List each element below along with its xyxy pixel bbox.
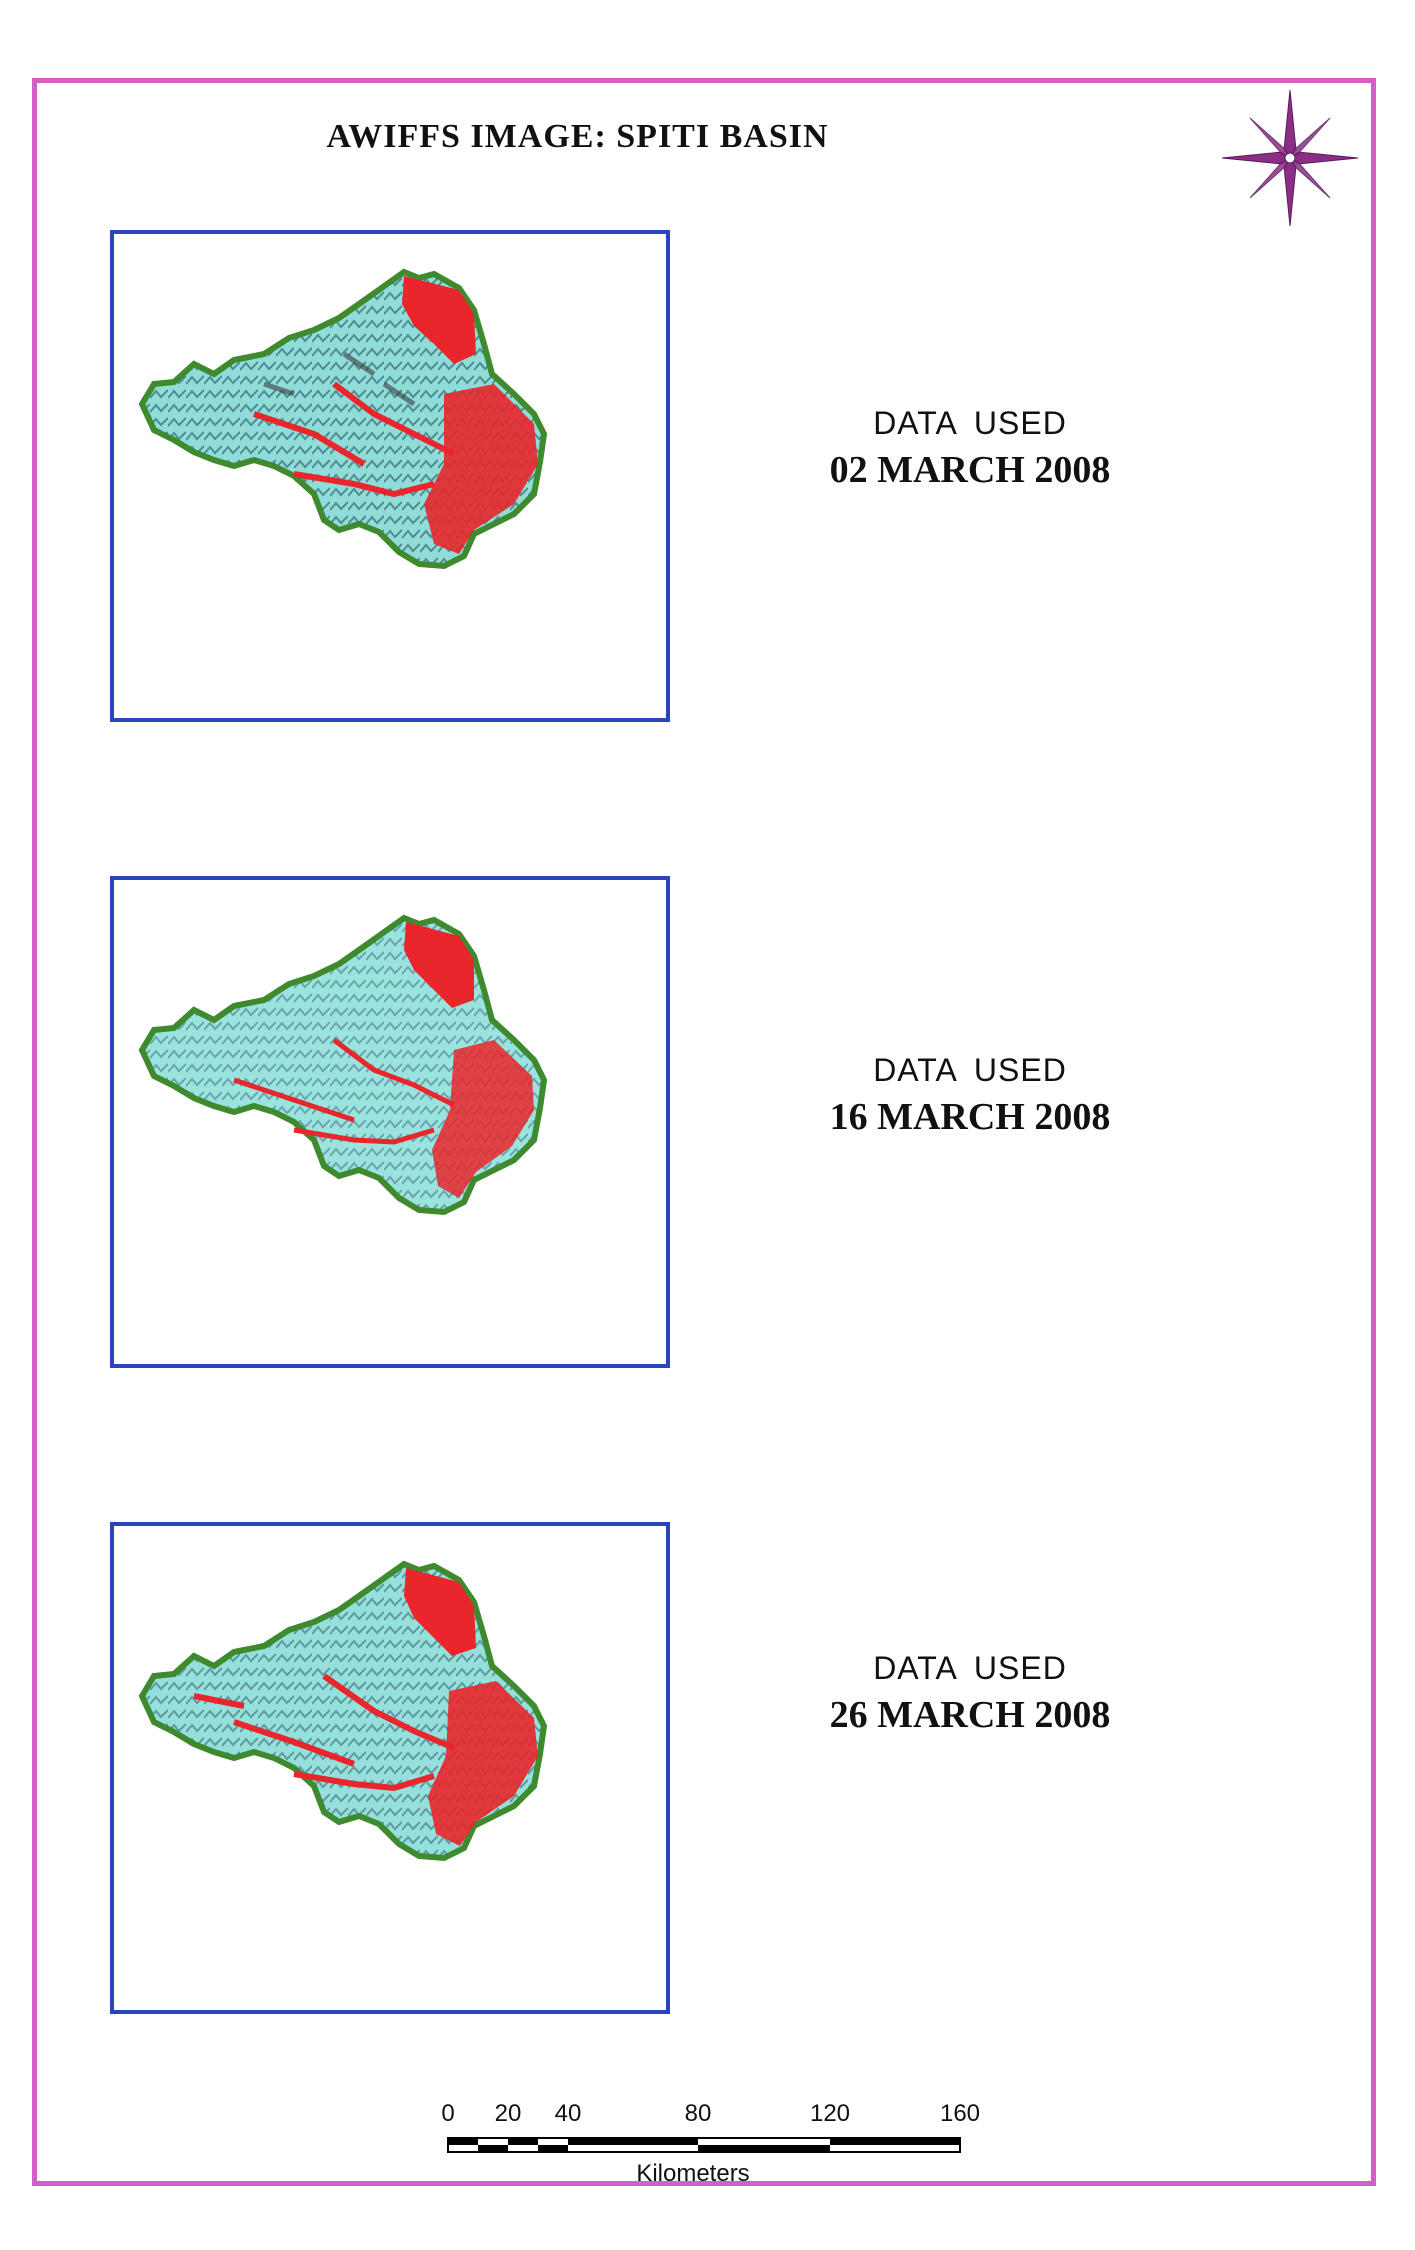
basin-image-panel-2 bbox=[110, 876, 670, 1368]
date-block-1: DATA USED 02 MARCH 2008 bbox=[800, 405, 1140, 492]
spiti-basin-map-1 bbox=[138, 268, 548, 570]
scale-tick-20: 20 bbox=[494, 2100, 522, 2127]
acquisition-date-2: 16 MARCH 2008 bbox=[829, 1096, 1111, 1138]
compass-rose-icon bbox=[1221, 89, 1359, 227]
scale-tick-120: 120 bbox=[809, 2100, 851, 2127]
scale-bar: 0 20 40 80 120 160 Kilometers bbox=[440, 2100, 980, 2190]
data-used-label-1: DATA USED bbox=[873, 405, 1067, 441]
date-block-3: DATA USED 26 MARCH 2008 bbox=[800, 1650, 1140, 1737]
data-used-label-3: DATA USED bbox=[873, 1650, 1067, 1686]
spiti-basin-map-3 bbox=[138, 1560, 548, 1862]
scale-tick-160: 160 bbox=[939, 2100, 981, 2127]
acquisition-date-1: 02 MARCH 2008 bbox=[829, 449, 1111, 491]
scale-tick-0: 0 bbox=[441, 2100, 455, 2127]
map-sheet-frame bbox=[32, 78, 1376, 2186]
basin-image-panel-3 bbox=[110, 1522, 670, 2014]
date-block-2: DATA USED 16 MARCH 2008 bbox=[800, 1052, 1140, 1139]
map-title: AWIFFS IMAGE: SPITI BASIN bbox=[326, 118, 829, 155]
spiti-basin-map-2 bbox=[138, 914, 548, 1216]
data-used-label-2: DATA USED bbox=[873, 1052, 1067, 1088]
basin-image-panel-1 bbox=[110, 230, 670, 722]
scale-unit-label: Kilometers bbox=[636, 2160, 750, 2187]
acquisition-date-3: 26 MARCH 2008 bbox=[829, 1694, 1111, 1736]
scale-tick-80: 80 bbox=[684, 2100, 712, 2127]
scale-bar-graphic bbox=[447, 2137, 961, 2153]
scale-tick-40: 40 bbox=[554, 2100, 582, 2127]
